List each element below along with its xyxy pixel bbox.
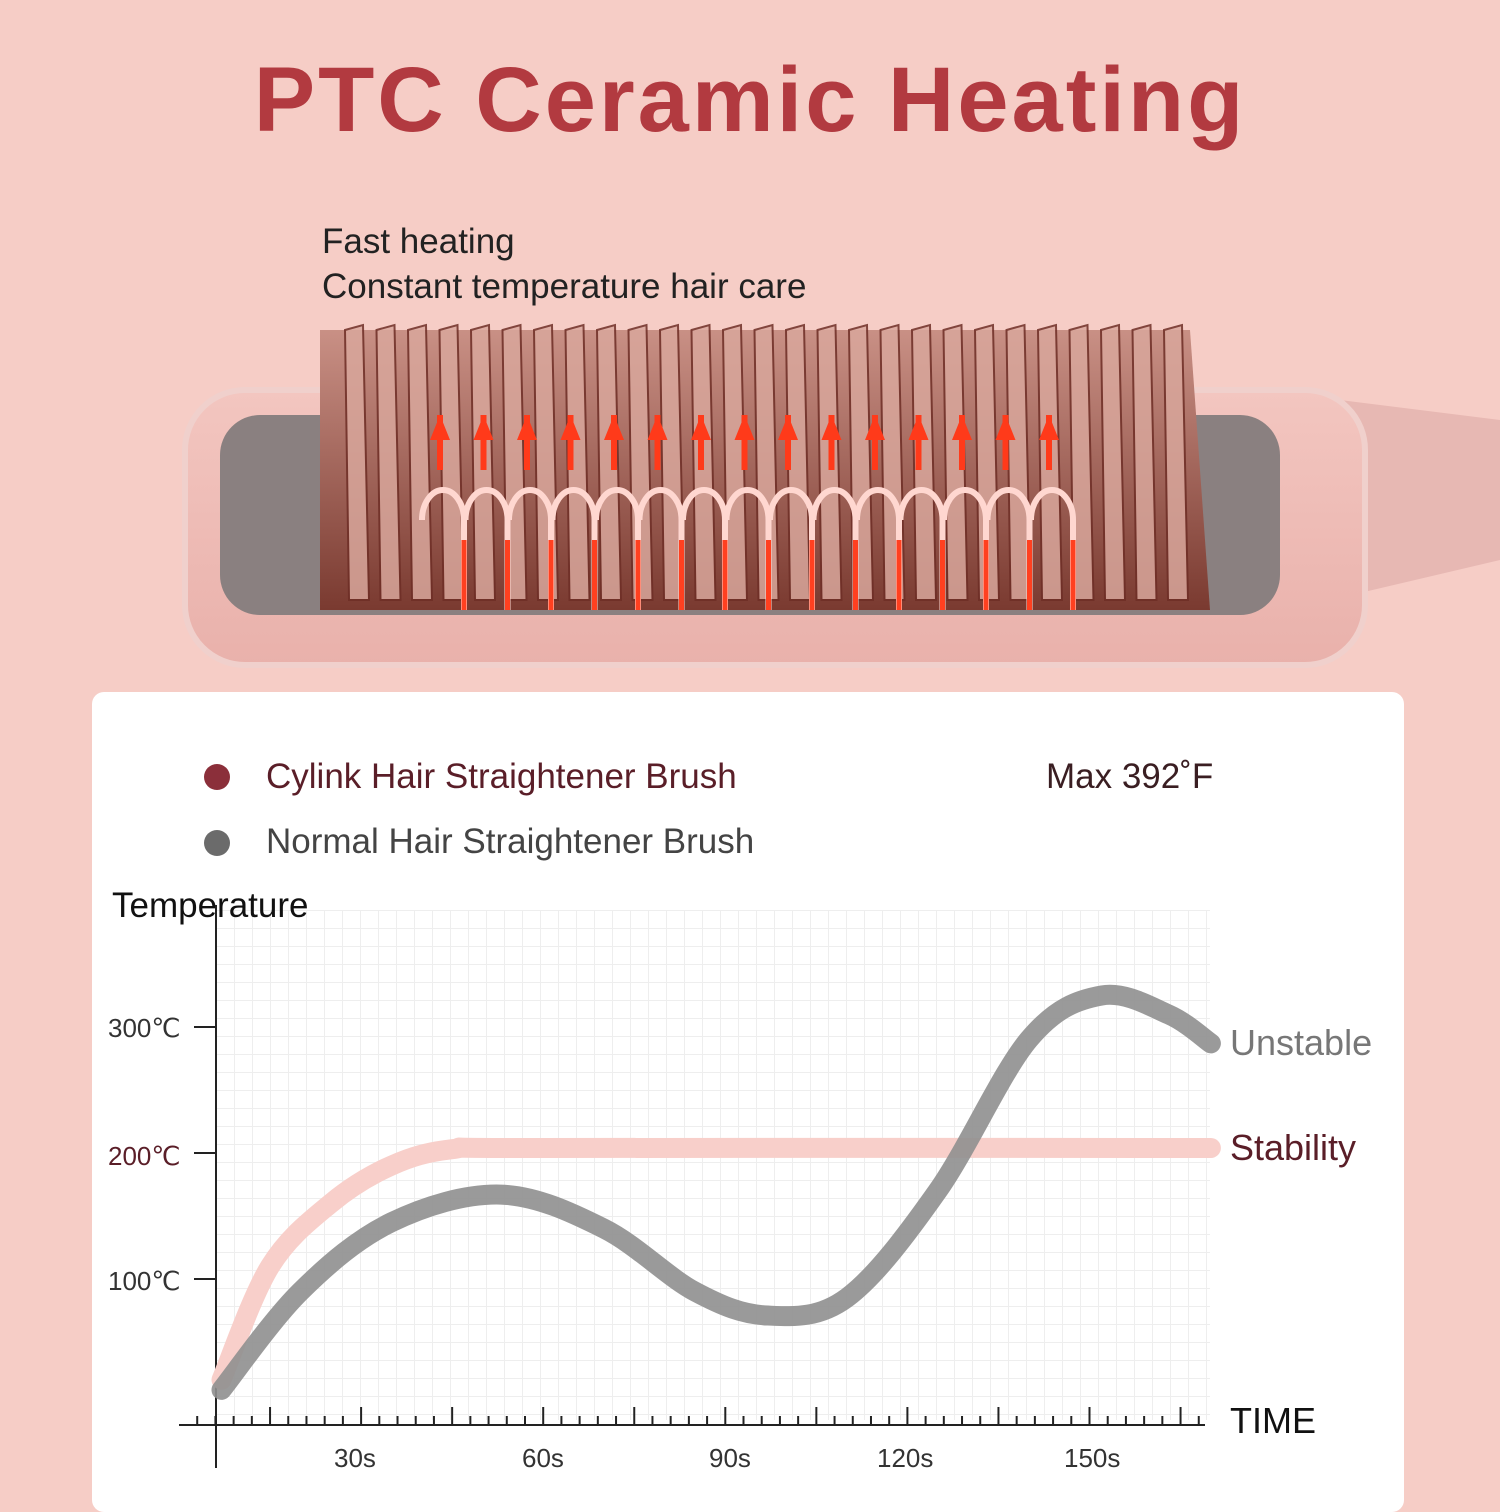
- heat-circulation-arrow: [593, 487, 641, 610]
- heat-circulation-arrow: [767, 487, 815, 610]
- feature-constant-temperature: Constant temperature hair care: [322, 267, 807, 306]
- heat-circulation-arrow: [506, 487, 554, 610]
- heat-circulation-arrow: [636, 487, 685, 610]
- heat-circulation-arrow: [984, 487, 1033, 610]
- series-cylink-line: [211, 1137, 1221, 1390]
- series-normal-line: [211, 984, 1221, 1400]
- comb-tooth: [1099, 323, 1127, 601]
- heat-arrow-head: [778, 415, 798, 440]
- heat-circulation-arrow: [854, 487, 902, 610]
- heat-circulation-arrow: [549, 487, 598, 610]
- comb-tooth: [910, 323, 938, 601]
- heat-arrow-head: [734, 415, 755, 440]
- x-tick-90s: 90s: [709, 1443, 751, 1473]
- y-axis-label: Temperature: [112, 886, 309, 925]
- heat-circulation-arrow: [810, 487, 859, 610]
- heat-circulation-arrow: [941, 487, 989, 610]
- comb-tooth: [406, 323, 434, 601]
- page-title: PTC Ceramic Heating: [253, 49, 1247, 151]
- heat-circulation-arrow: [419, 487, 467, 610]
- legend-normal-marker: [204, 830, 230, 856]
- y-tick-300: 300℃: [108, 1013, 181, 1043]
- comb-tooth: [343, 323, 371, 601]
- y-tick-200: 200℃: [108, 1141, 181, 1171]
- x-axis-label: TIME: [1230, 1400, 1316, 1441]
- heat-arrow-head: [995, 415, 1016, 440]
- legend-cylink-marker: [204, 764, 230, 790]
- legend-normal-label: Normal Hair Straightener Brush: [266, 822, 755, 861]
- comb-tooth: [1131, 323, 1158, 601]
- heat-arrow-head: [1039, 415, 1059, 440]
- comb-tooth: [627, 323, 654, 601]
- heat-arrow-head: [865, 415, 885, 440]
- heat-arrow-head: [647, 415, 668, 440]
- comb-tooth: [1162, 323, 1190, 601]
- y-tick-100: 100℃: [108, 1266, 181, 1296]
- heat-arrow-head: [821, 415, 842, 440]
- heat-circulation-arrow: [897, 487, 946, 610]
- heat-arrow-head: [560, 415, 581, 440]
- feature-fast-heating: Fast heating: [322, 222, 515, 261]
- comb-tooth: [375, 323, 402, 601]
- x-tick-120s: 120s: [877, 1443, 934, 1473]
- comb-tooth: [973, 323, 1001, 601]
- heat-arrow-head: [517, 415, 537, 440]
- x-tick-60s: 60s: [522, 1443, 564, 1473]
- heat-arrow-head: [691, 415, 711, 440]
- comb-teeth: [343, 323, 1190, 601]
- comb-tooth: [753, 323, 780, 601]
- legend-cylink-label: Cylink Hair Straightener Brush: [266, 757, 737, 796]
- heat-arrow-head: [908, 415, 929, 440]
- series-normal-end-label: Unstable: [1230, 1022, 1373, 1063]
- series-cylink-end-label: Stability: [1230, 1127, 1357, 1168]
- heat-arrow-head: [604, 415, 624, 440]
- heat-circulation-arrow: [462, 487, 511, 610]
- heat-circulation-arrow: [680, 487, 728, 610]
- heat-circulation-arrow: [723, 487, 772, 610]
- heat-arrow-head: [952, 415, 972, 440]
- heat-circulation-arrow: [1028, 487, 1076, 610]
- x-tick-150s: 150s: [1064, 1443, 1121, 1473]
- heat-arrow-head: [473, 415, 494, 440]
- brush-illustration: [182, 323, 1500, 668]
- heat-arrows: [419, 415, 1076, 610]
- comb-tooth: [564, 323, 591, 601]
- legend-max-temp: Max 392˚F: [1046, 757, 1214, 796]
- x-tick-30s: 30s: [334, 1443, 376, 1473]
- heat-arrow-head: [430, 415, 450, 440]
